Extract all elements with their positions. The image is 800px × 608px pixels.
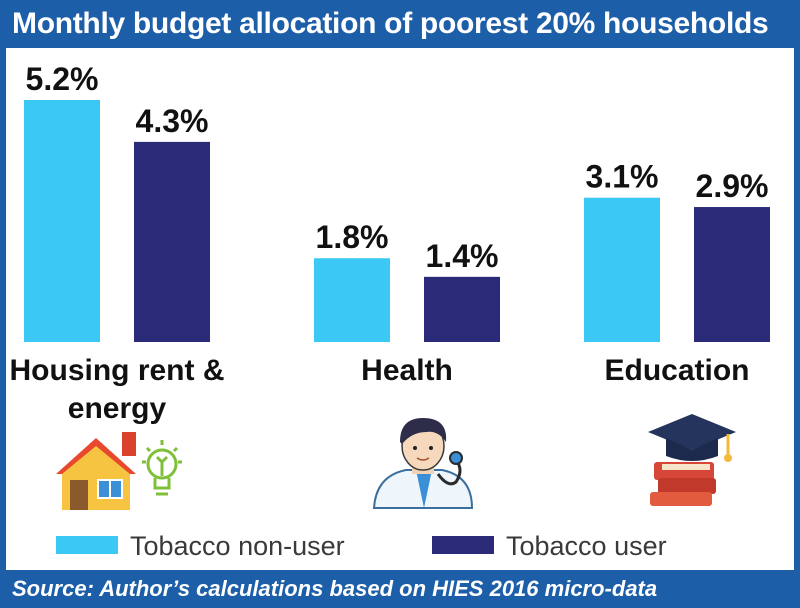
bar-user-1 bbox=[424, 276, 500, 342]
labels-layer: 5.2% 4.3% Housing rent & energy 1.8% 1.4% Heal… bbox=[10, 61, 769, 425]
data-label-user-2: 2.9% bbox=[696, 168, 769, 204]
legend-swatch-non-user bbox=[56, 536, 118, 554]
title-bar: Monthly budget allocation of poorest 20%… bbox=[0, 0, 800, 48]
house-icon bbox=[56, 432, 136, 510]
bars-layer bbox=[24, 100, 770, 342]
category-label-2: Education bbox=[604, 354, 749, 387]
data-label-non-user-1: 1.8% bbox=[316, 219, 389, 255]
bar-user-0 bbox=[134, 141, 210, 342]
source-bar: Source: Author’s calculations based on H… bbox=[0, 570, 800, 608]
source-note: Source: Author’s calculations based on H… bbox=[12, 576, 658, 601]
bar-non-user-1 bbox=[314, 258, 390, 342]
category-label-0: Housing rent & bbox=[10, 354, 225, 387]
graduation-books-icon bbox=[648, 414, 736, 506]
chart-title: Monthly budget allocation of poorest 20%… bbox=[12, 7, 769, 40]
category-label-1: Health bbox=[361, 354, 453, 387]
data-label-non-user-2: 3.1% bbox=[586, 159, 659, 195]
legend: Tobacco non-user Tobacco user bbox=[56, 531, 667, 561]
category-label-0: energy bbox=[68, 392, 167, 425]
bar-non-user-2 bbox=[584, 197, 660, 342]
data-label-user-0: 4.3% bbox=[136, 103, 209, 139]
bar-non-user-0 bbox=[24, 100, 100, 342]
data-label-user-1: 1.4% bbox=[426, 238, 499, 274]
frame-border-right bbox=[794, 48, 800, 576]
legend-label-non-user: Tobacco non-user bbox=[130, 531, 345, 561]
bar-user-2 bbox=[694, 207, 770, 342]
data-label-non-user-0: 5.2% bbox=[26, 61, 99, 97]
legend-swatch-user bbox=[432, 536, 494, 554]
doctor-icon bbox=[372, 418, 474, 509]
lightbulb-icon bbox=[142, 440, 182, 496]
frame-border-left bbox=[0, 48, 6, 576]
legend-label-user: Tobacco user bbox=[506, 531, 667, 561]
